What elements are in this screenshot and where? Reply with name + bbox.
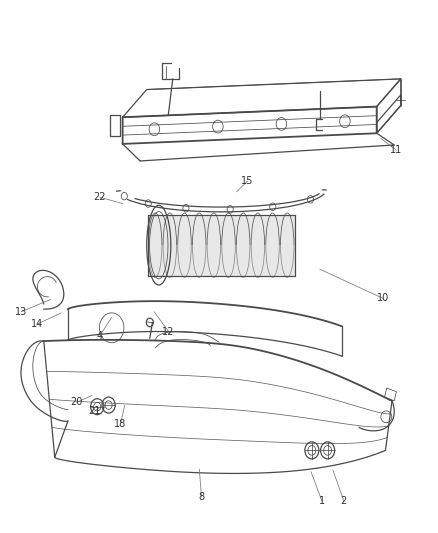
Text: 21: 21 [88, 407, 100, 416]
Text: 4: 4 [97, 331, 103, 341]
Text: 22: 22 [94, 192, 106, 202]
Text: 11: 11 [390, 146, 403, 155]
Text: 12: 12 [162, 327, 175, 336]
Text: 10: 10 [377, 294, 389, 303]
Text: 8: 8 [198, 492, 205, 502]
Text: 2: 2 [341, 496, 347, 506]
Text: 15: 15 [241, 176, 254, 186]
Text: 13: 13 [15, 307, 27, 317]
Text: 1: 1 [319, 496, 325, 506]
Text: 18: 18 [114, 419, 127, 429]
Bar [148, 214, 295, 276]
Text: 14: 14 [31, 319, 43, 329]
Text: 20: 20 [71, 398, 83, 407]
